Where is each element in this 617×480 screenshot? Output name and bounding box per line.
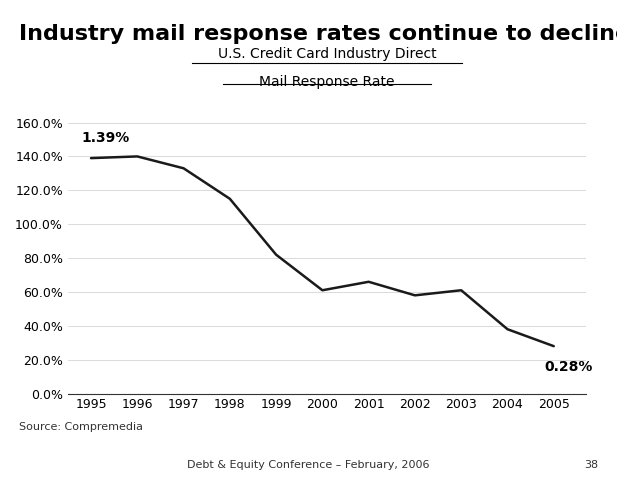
Text: Industry mail response rates continue to decline: Industry mail response rates continue to… <box>19 24 617 44</box>
Text: 1.39%: 1.39% <box>82 131 130 144</box>
Text: 0.28%: 0.28% <box>545 360 593 374</box>
Text: Debt & Equity Conference – February, 2006: Debt & Equity Conference – February, 200… <box>187 460 430 470</box>
Text: U.S. Credit Card Industry Direct: U.S. Credit Card Industry Direct <box>218 47 436 61</box>
Text: 38: 38 <box>584 460 598 470</box>
Text: Source: Compremedia: Source: Compremedia <box>19 422 143 432</box>
Text: Mail Response Rate: Mail Response Rate <box>259 75 395 89</box>
